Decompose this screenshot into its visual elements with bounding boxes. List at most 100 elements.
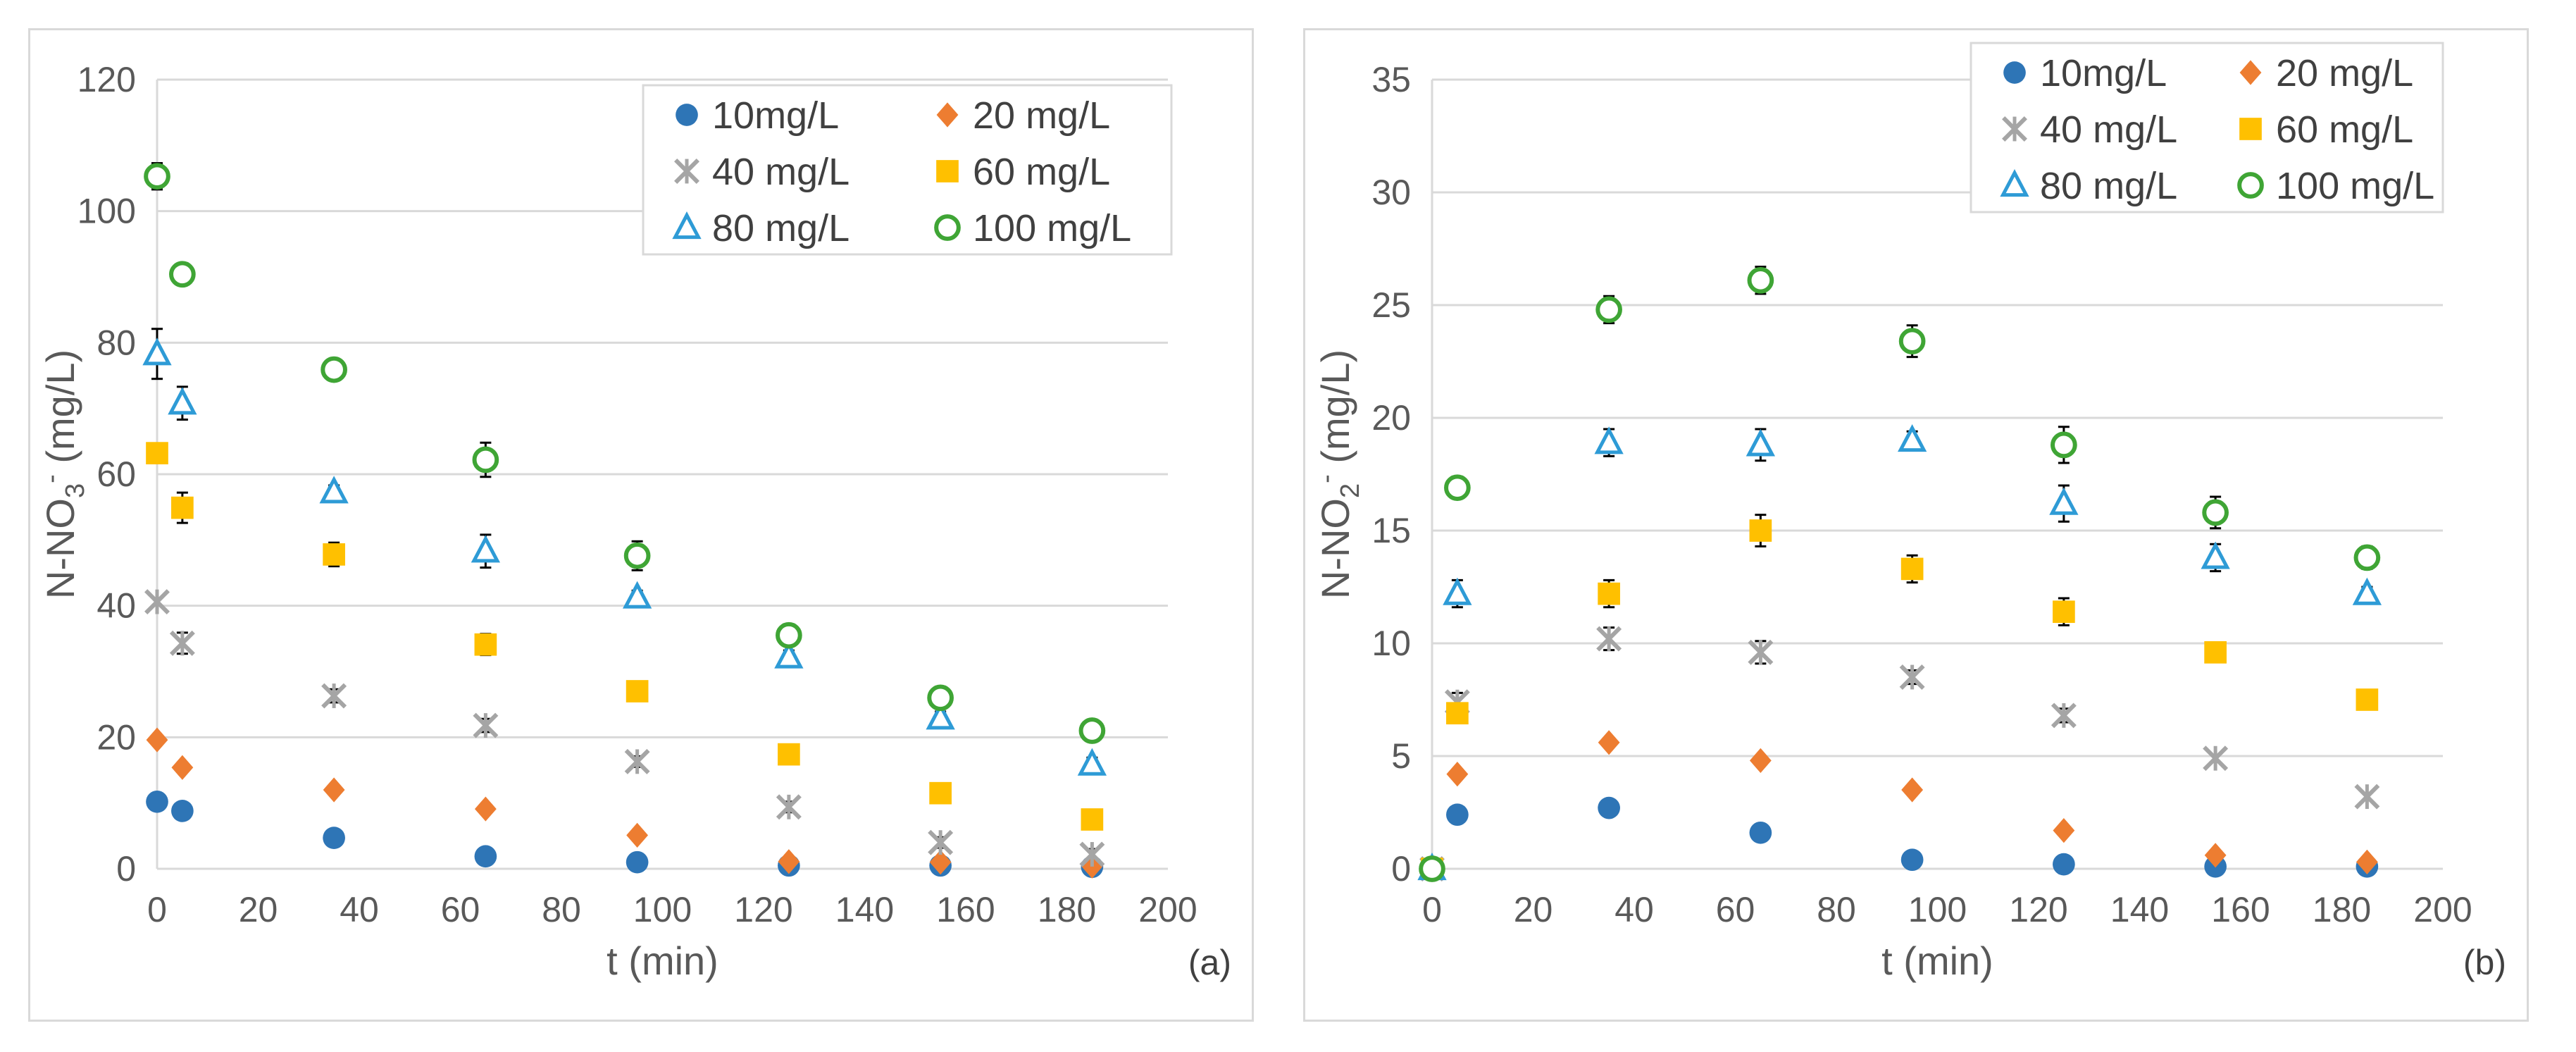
data-point xyxy=(1419,855,1445,882)
chart-panel-b: 0 5 10 15 20 25 30 35 0 20 40 60 80 100 120 140 160 180 20… xyxy=(1303,28,2529,1022)
series-4 xyxy=(1417,424,2382,881)
x-tick-label: 40 xyxy=(340,890,379,929)
x-tick-label: 120 xyxy=(734,890,792,929)
legend-label: 60 mg/L xyxy=(2276,109,2413,151)
series-3 xyxy=(1421,519,2379,880)
series-5 xyxy=(1419,266,2381,882)
data-point xyxy=(171,496,194,519)
data-point xyxy=(1746,428,1776,457)
data-point xyxy=(1078,717,1106,744)
data-point xyxy=(146,727,168,753)
data-point xyxy=(1079,841,1105,867)
legend-marker xyxy=(2239,118,2262,140)
legend-marker xyxy=(2003,61,2026,84)
data-point xyxy=(2202,499,2229,526)
data-point xyxy=(623,542,651,569)
data-point xyxy=(2053,600,2075,624)
y-tick-label: 60 xyxy=(97,454,136,494)
data-point xyxy=(1747,266,1774,294)
data-point xyxy=(1598,582,1620,605)
y-tick-label: 10 xyxy=(1371,624,1411,663)
data-point xyxy=(626,680,649,703)
x-tick-label: 180 xyxy=(2313,890,2371,929)
data-point xyxy=(323,543,345,566)
data-point xyxy=(169,261,196,288)
y-tick-label: 15 xyxy=(1371,511,1411,550)
data-point xyxy=(1077,748,1107,776)
data-point xyxy=(142,338,172,366)
data-point xyxy=(2051,431,2077,459)
y-tick-label: 100 xyxy=(77,192,136,231)
data-point xyxy=(471,535,501,563)
data-point xyxy=(2356,688,2379,711)
data-point xyxy=(2051,703,2077,729)
data-point xyxy=(2049,487,2079,515)
legend-label: 20 mg/L xyxy=(973,94,1110,137)
y-tick-label: 20 xyxy=(97,717,136,757)
data-point xyxy=(1443,577,1472,605)
y-tick-label: 120 xyxy=(77,60,136,99)
y-tick-label: 25 xyxy=(1371,285,1411,325)
data-point xyxy=(1444,474,1471,502)
panel-tag: (b) xyxy=(2463,943,2506,982)
data-point xyxy=(319,476,349,504)
legend-marker xyxy=(672,211,702,240)
y-tick-label: 80 xyxy=(97,323,136,362)
legend-marker xyxy=(934,214,961,241)
data-point xyxy=(626,822,649,848)
data-point xyxy=(1749,519,1772,542)
x-tick-label: 180 xyxy=(1038,890,1096,929)
x-tick-label: 140 xyxy=(2110,890,2169,929)
data-point xyxy=(1594,426,1624,454)
data-point xyxy=(926,702,955,730)
data-point xyxy=(1081,808,1104,831)
data-point xyxy=(774,641,804,669)
y-axis-label: N-NO2- (mg/L) xyxy=(1312,349,1365,599)
data-point xyxy=(1598,796,1620,819)
data-point xyxy=(1749,821,1772,844)
data-point xyxy=(1900,848,1924,872)
data-point xyxy=(1897,424,1927,452)
legend-marker xyxy=(2000,169,2029,197)
x-tick-label: 100 xyxy=(1908,890,1967,929)
data-point xyxy=(474,633,497,656)
data-point xyxy=(928,829,954,855)
x-tick-label: 40 xyxy=(1614,890,1654,929)
data-point xyxy=(929,850,952,875)
legend-marker xyxy=(2002,116,2027,142)
legend-label: 80 mg/L xyxy=(2040,165,2177,207)
series-2 xyxy=(1419,626,2380,881)
data-point xyxy=(474,796,497,822)
series-4 xyxy=(142,338,1107,776)
data-point xyxy=(321,683,347,709)
legend xyxy=(642,84,1173,256)
y-tick-label: 40 xyxy=(97,586,136,626)
data-point xyxy=(1446,803,1469,827)
y-axis-label: N-NO3- (mg/L) xyxy=(37,349,90,599)
legend-label: 40 mg/L xyxy=(712,151,850,193)
legend-marker xyxy=(674,159,699,184)
data-point xyxy=(1900,557,1924,581)
data-point xyxy=(1901,777,1924,803)
data-point xyxy=(2352,577,2382,605)
data-point xyxy=(1749,748,1772,773)
data-point xyxy=(2356,849,2378,874)
y-tick-label: 0 xyxy=(1391,849,1411,889)
data-point xyxy=(624,748,650,774)
data-point xyxy=(776,621,802,649)
data-point xyxy=(778,743,800,766)
legend-marker xyxy=(2237,172,2264,199)
legend-label: 100 mg/L xyxy=(2276,165,2434,207)
x-tick-label: 60 xyxy=(1716,890,1755,929)
data-point xyxy=(1898,328,1926,355)
legend-label: 20 mg/L xyxy=(2276,52,2413,94)
x-tick-label: 80 xyxy=(1817,890,1856,929)
data-point xyxy=(776,794,802,820)
error-bars xyxy=(151,162,1098,861)
x-tick-label: 0 xyxy=(1422,890,1442,929)
series-2 xyxy=(144,589,1105,867)
data-point xyxy=(1748,639,1774,665)
chart-panel-a: 0 20 40 60 80 100 120 0 20 40 60 80 100 120 140 160 180 2… xyxy=(28,28,1254,1022)
data-point xyxy=(146,790,168,813)
data-point xyxy=(146,442,168,464)
